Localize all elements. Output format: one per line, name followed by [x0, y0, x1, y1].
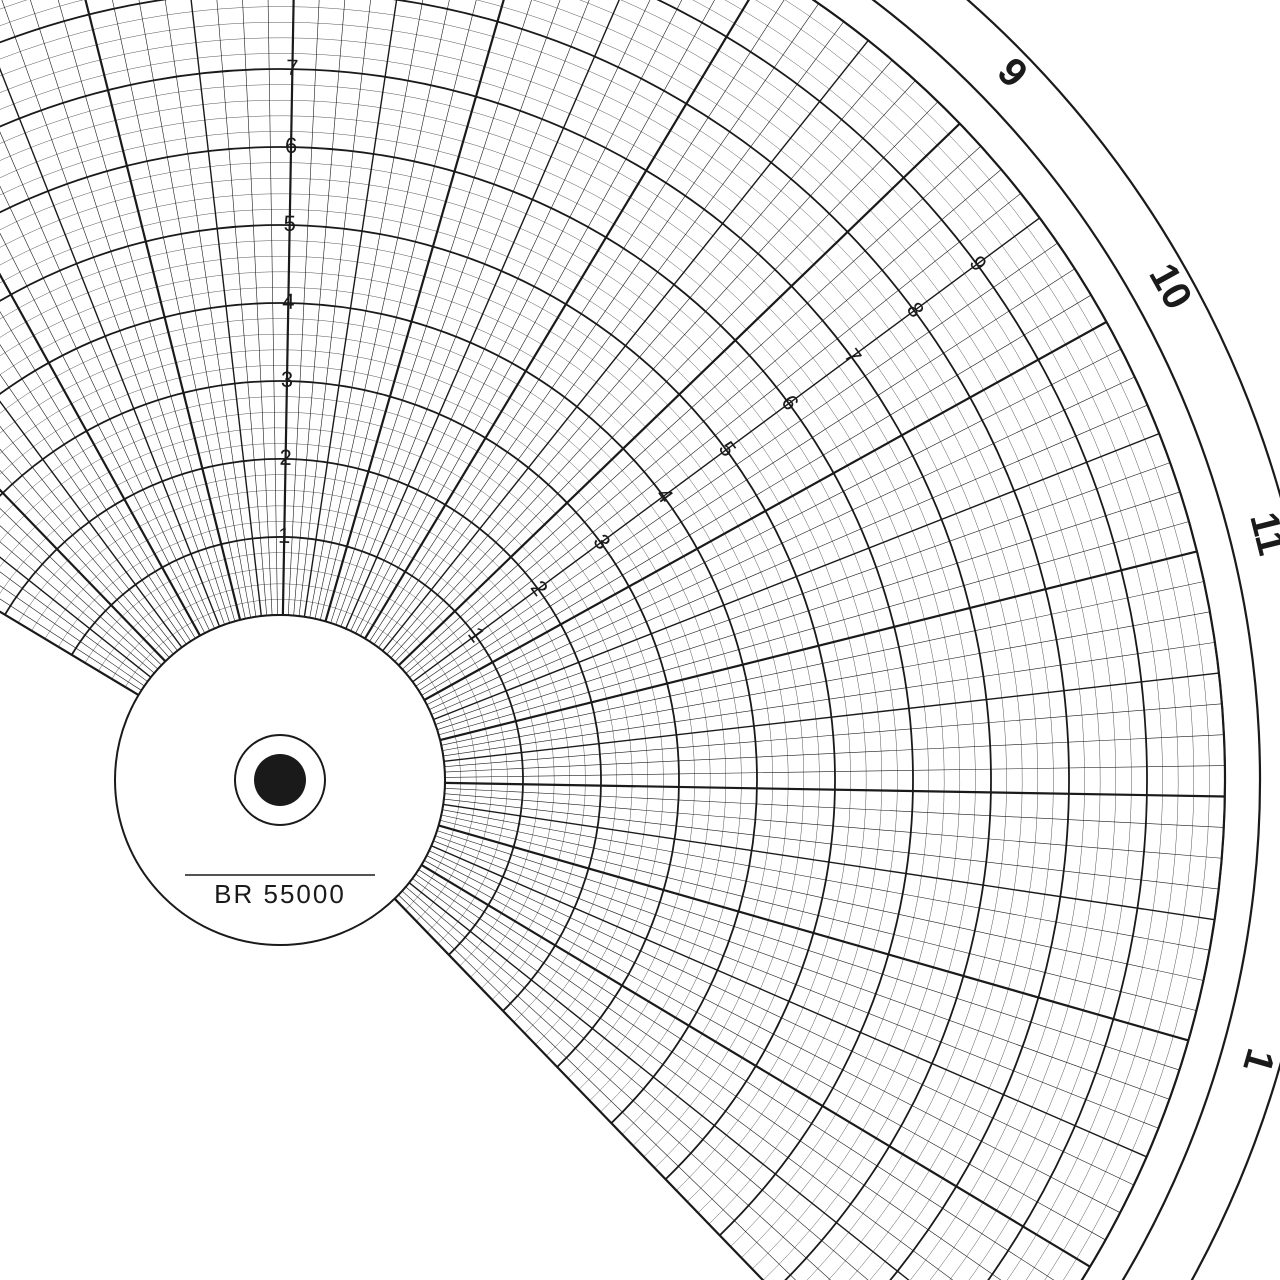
- radial-scale-label: 5: [283, 211, 296, 236]
- radial-scale-label: 6: [285, 133, 298, 158]
- radial-scale-label: 7: [286, 55, 299, 80]
- radial-scale-label: 1: [278, 523, 291, 548]
- hub-dot: [254, 754, 306, 806]
- radial-scale-label: 4: [282, 289, 295, 314]
- radial-scale-label: 8: [287, 0, 300, 2]
- radial-scale-label: 3: [281, 367, 294, 392]
- radial-scale-label: 2: [279, 445, 292, 470]
- circular-chart: BR 55000456 AM7891011NOON121234567891234…: [0, 0, 1280, 1280]
- part-number-label: BR 55000: [214, 879, 346, 909]
